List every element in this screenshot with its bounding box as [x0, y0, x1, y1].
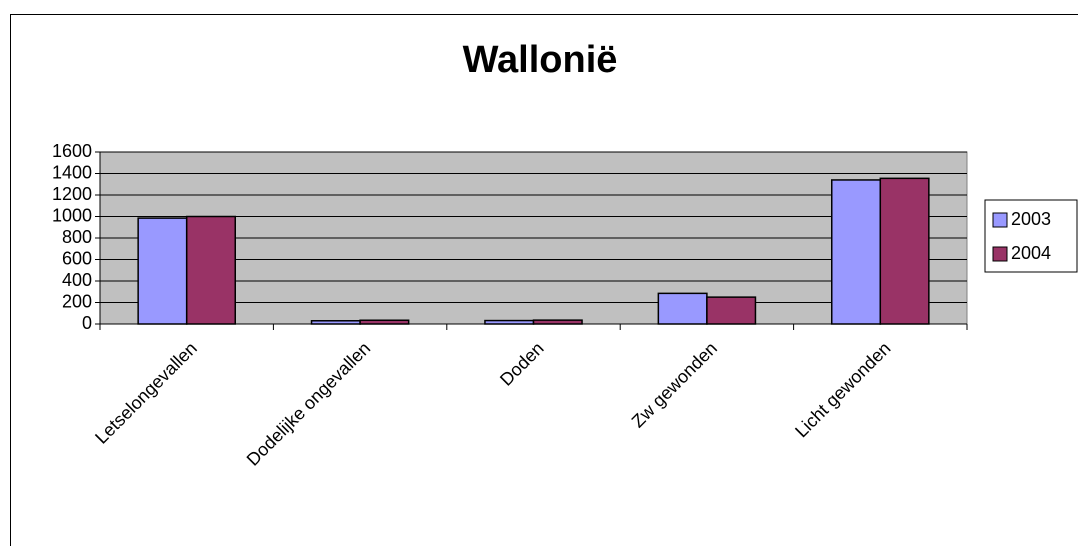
legend-label: 2003 — [1011, 209, 1051, 229]
bar — [706, 296, 757, 325]
bar — [830, 179, 882, 325]
y-tick-label: 1200 — [52, 184, 92, 204]
bar — [359, 319, 410, 325]
y-tick-label: 1000 — [52, 205, 92, 225]
bar — [484, 319, 535, 325]
y-tick-label: 0 — [82, 313, 92, 333]
legend-swatch — [992, 246, 1008, 262]
legend-swatch — [992, 212, 1008, 228]
chart-title: Wallonië — [463, 39, 618, 81]
bar — [137, 217, 188, 325]
bar — [185, 215, 237, 325]
legend-label: 2004 — [1011, 243, 1051, 263]
y-tick-label: 400 — [62, 270, 92, 290]
bar — [879, 177, 930, 325]
bar — [310, 320, 361, 325]
y-tick-label: 1400 — [52, 162, 92, 182]
bar — [657, 292, 708, 325]
y-tick-label: 600 — [62, 248, 92, 268]
y-tick-label: 200 — [62, 291, 92, 311]
bar — [532, 319, 583, 325]
y-tick-label: 1600 — [52, 141, 92, 161]
y-tick-label: 800 — [62, 227, 92, 247]
